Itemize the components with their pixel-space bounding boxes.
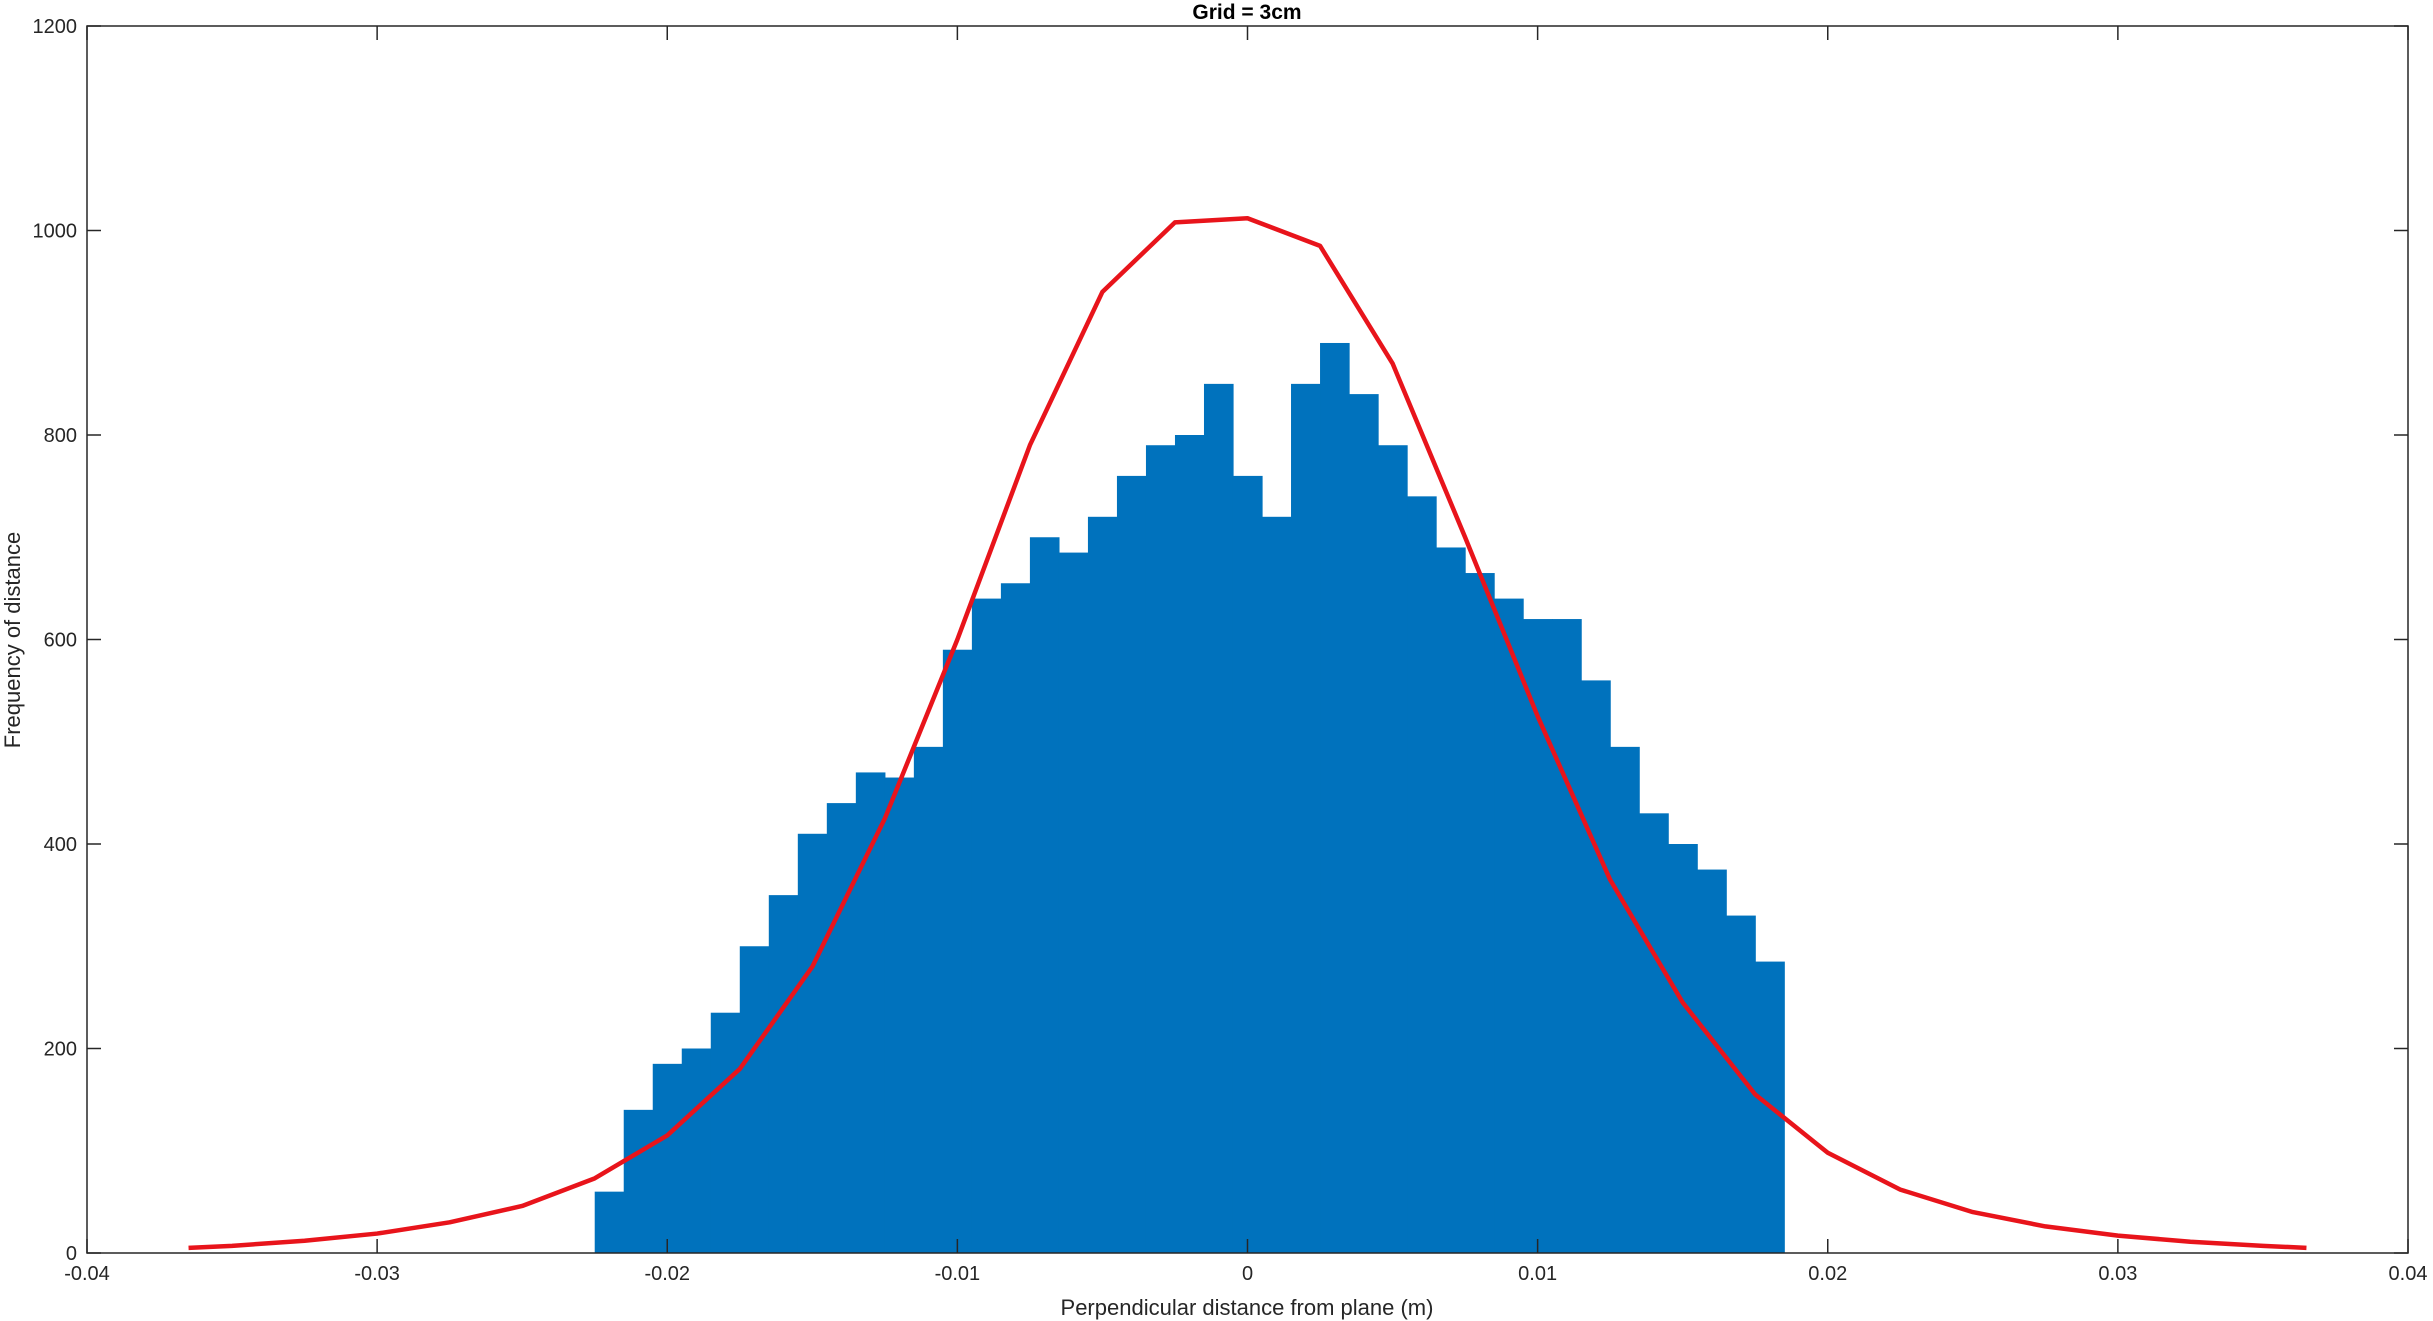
y-axis-label: Frequency of distance — [0, 532, 25, 748]
histogram-bar — [884, 777, 915, 1253]
histogram-bar — [1581, 680, 1611, 1253]
axis-ticks — [86, 25, 2409, 1254]
histogram-bar — [1378, 445, 1408, 1254]
x-axis-label: Perpendicular distance from plane (m) — [1061, 1295, 1434, 1320]
histogram-bar — [1697, 869, 1727, 1253]
histogram-bar — [1436, 547, 1466, 1253]
histogram-bar — [681, 1048, 712, 1253]
histogram-bar — [1058, 552, 1089, 1253]
histogram-bar — [1145, 445, 1176, 1254]
y-tick-label: 800 — [44, 425, 77, 447]
x-tick-label: -0.01 — [935, 1263, 981, 1285]
normal-fit-curve — [188, 215, 2307, 1251]
histogram-bar — [1320, 342, 1350, 1254]
histogram-bar — [1291, 383, 1321, 1253]
histogram-bar — [1116, 475, 1147, 1253]
histogram-bar — [1203, 383, 1234, 1253]
histogram-bar — [1494, 598, 1524, 1253]
x-tick-label: 0 — [1242, 1263, 1253, 1285]
x-tick-label: 0.01 — [1518, 1263, 1557, 1285]
histogram-bar — [1726, 915, 1756, 1253]
y-tick-label: 1000 — [33, 221, 78, 243]
histogram-bar — [971, 598, 1002, 1253]
histogram-bar — [1087, 516, 1118, 1253]
y-tick-label: 200 — [44, 1039, 77, 1061]
histogram-bar — [913, 746, 944, 1253]
histogram-bar — [797, 833, 828, 1253]
histogram-bar — [826, 803, 857, 1253]
y-tick-label: 0 — [66, 1243, 77, 1265]
x-tick-label: -0.02 — [644, 1263, 690, 1285]
histogram-bar — [1262, 516, 1292, 1253]
y-tick-labels: 0 200 400 600 800 1000 1200 — [33, 16, 78, 1265]
chart-title: Grid = 3cm — [1192, 1, 1301, 24]
histogram-bar — [710, 1012, 741, 1253]
histogram-bar — [1174, 435, 1205, 1253]
x-tick-label: -0.03 — [354, 1263, 400, 1285]
histogram-bar — [1668, 844, 1698, 1253]
histogram-bar — [942, 649, 973, 1253]
histogram-bar — [768, 895, 799, 1253]
histogram-bar — [1000, 583, 1031, 1253]
histogram-bar — [652, 1063, 683, 1253]
histogram-bars — [594, 342, 1785, 1254]
histogram-bar — [1349, 394, 1379, 1254]
x-tick-label: 0.03 — [2098, 1263, 2137, 1285]
histogram-bar — [1639, 813, 1669, 1253]
x-tick-labels: -0.04 -0.03 -0.02 -0.01 0 0.01 0.02 0.03 0.04 — [64, 1263, 2427, 1285]
histogram-bar — [739, 946, 770, 1253]
histogram-bar — [1407, 496, 1437, 1254]
histogram-bar — [1465, 573, 1495, 1253]
y-tick-label: 1200 — [33, 16, 78, 38]
x-tick-label: -0.04 — [64, 1263, 110, 1285]
histogram-bar — [1610, 746, 1640, 1253]
histogram-bar — [1523, 619, 1553, 1253]
x-tick-label: 0.04 — [2389, 1263, 2428, 1285]
histogram-bar — [623, 1109, 654, 1253]
y-tick-label: 400 — [44, 834, 77, 856]
histogram-bar — [594, 1191, 625, 1253]
histogram-bar — [1029, 537, 1060, 1253]
x-tick-label: 0.02 — [1808, 1263, 1847, 1285]
histogram-bar — [1552, 619, 1582, 1253]
histogram-bar — [1232, 475, 1263, 1253]
y-tick-label: 600 — [44, 630, 77, 652]
